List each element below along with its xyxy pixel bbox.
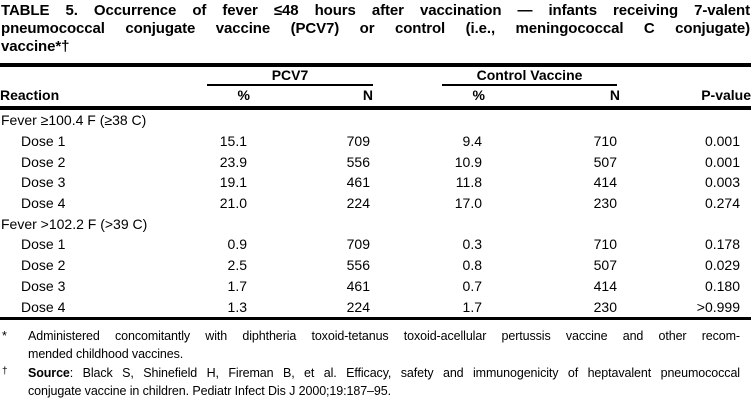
column-header-row: Reaction % N % N P-value xyxy=(0,86,751,110)
pcv7-pct-cell: 21.0 xyxy=(219,195,247,212)
control-percent-column-header: % xyxy=(373,86,485,110)
pcv7-n-cell: 461 xyxy=(346,174,370,191)
source-label: Source xyxy=(28,365,70,380)
pcv7-pct-cell: 23.9 xyxy=(219,153,247,170)
control-n-cell: 507 xyxy=(593,257,617,274)
control-n-cell: 507 xyxy=(593,153,617,170)
footnote-concomitant-vaccines: * Administered concomitantly with diphth… xyxy=(0,327,740,364)
pcv7-n-cell: 556 xyxy=(346,153,370,170)
p-value-cell: 0.003 xyxy=(704,174,740,191)
pcv7-pct-cell: 1.7 xyxy=(227,277,247,294)
footnote-line: mended childhood vaccines. xyxy=(28,347,184,362)
pcv7-pct-cell: 1.3 xyxy=(227,298,247,315)
control-n-cell: 710 xyxy=(593,236,617,253)
p-value-cell: 0.029 xyxy=(704,257,740,274)
control-pct-cell: 0.3 xyxy=(462,236,482,253)
table-row: Dose 2 23.9 556 10.9 507 0.001 xyxy=(0,151,751,172)
reaction-cell: Dose 3 xyxy=(21,174,66,191)
table-row: Dose 1 15.1 709 9.4 710 0.001 xyxy=(0,131,751,152)
p-value-cell: 0.180 xyxy=(704,277,740,294)
control-pct-cell: 11.8 xyxy=(455,174,482,191)
table-row: Dose 4 21.0 224 17.0 230 0.274 xyxy=(0,193,751,214)
reaction-cell: Dose 2 xyxy=(21,257,66,274)
section-row-fever-100: Fever ≥100.4 F (≥38 C) xyxy=(0,108,751,131)
control-n-cell: 414 xyxy=(593,277,617,294)
reaction-cell: Dose 1 xyxy=(21,133,66,150)
p-value-cell: 0.001 xyxy=(704,133,740,150)
footnotes: * Administered concomitantly with diphth… xyxy=(0,327,740,401)
reaction-cell: Dose 4 xyxy=(21,195,66,212)
pcv7-n-cell: 556 xyxy=(346,257,370,274)
table-title: TABLE 5. Occurrence of fever ≤48 hours a… xyxy=(0,0,751,56)
p-value-cell: 0.001 xyxy=(704,153,740,170)
table-row: Dose 3 19.1 461 11.8 414 0.003 xyxy=(0,172,751,193)
pcv7-n-cell: 709 xyxy=(346,236,370,253)
pcv7-pct-cell: 2.5 xyxy=(227,257,247,274)
footnote-line: Source: Black S, Shinefield H, Fireman B… xyxy=(28,364,740,383)
control-n-cell: 230 xyxy=(593,195,617,212)
reaction-cell: Dose 4 xyxy=(21,298,66,315)
pcv7-group-header: PCV7 xyxy=(207,67,373,86)
p-value-cell: >0.999 xyxy=(696,298,740,315)
dagger-marker: † xyxy=(2,365,8,377)
control-pct-cell: 1.7 xyxy=(462,298,482,315)
pcv7-pct-cell: 0.9 xyxy=(227,236,247,253)
pcv7-spanner-cell: PCV7 xyxy=(180,65,373,86)
pcv7-n-cell: 224 xyxy=(346,298,370,315)
reaction-cell: Dose 2 xyxy=(21,153,66,170)
spanner-row: PCV7 Control Vaccine xyxy=(0,65,751,86)
section-label: Fever >102.2 F (>39 C) xyxy=(1,215,148,232)
table-body: Fever ≥100.4 F (≥38 C) Dose 1 15.1 709 9… xyxy=(0,108,751,318)
footnote-line: conjugate vaccine in children. Pediatr I… xyxy=(28,384,391,399)
footnote-source: † Source: Black S, Shinefield H, Fireman… xyxy=(0,364,740,401)
fever-occurrence-table: PCV7 Control Vaccine Reaction % N % N P-… xyxy=(0,63,751,320)
section-label: Fever ≥100.4 F (≥38 C) xyxy=(1,112,147,129)
p-value-cell: 0.178 xyxy=(704,236,740,253)
pcv7-percent-column-header: % xyxy=(180,86,250,110)
source-citation-text: : Black S, Shinefield H, Fireman B, et a… xyxy=(69,365,740,380)
spanner-spacer xyxy=(620,65,751,86)
reaction-column-header: Reaction xyxy=(0,86,180,110)
control-n-cell: 710 xyxy=(593,133,617,150)
pcv7-n-cell: 709 xyxy=(346,133,370,150)
control-pct-cell: 17.0 xyxy=(454,195,482,212)
pcv7-n-column-header: N xyxy=(250,86,373,110)
pcv7-pct-cell: 15.1 xyxy=(219,133,247,150)
control-spanner-cell: Control Vaccine xyxy=(373,65,620,86)
table-header: PCV7 Control Vaccine Reaction % N % N P-… xyxy=(0,65,751,110)
pcv7-n-cell: 461 xyxy=(346,277,370,294)
p-value-cell: 0.274 xyxy=(704,195,740,212)
table-row: Dose 3 1.7 461 0.7 414 0.180 xyxy=(0,276,751,297)
control-pct-cell: 9.4 xyxy=(462,133,482,150)
title-line-2: pneumococcal conjugate vaccine (PCV7) or… xyxy=(1,20,750,37)
control-vaccine-group-header: Control Vaccine xyxy=(442,67,617,86)
reaction-cell: Dose 1 xyxy=(21,236,66,253)
table-row: Dose 1 0.9 709 0.3 710 0.178 xyxy=(0,234,751,255)
pcv7-pct-cell: 19.1 xyxy=(219,174,247,191)
table-row: Dose 2 2.5 556 0.8 507 0.029 xyxy=(0,255,751,276)
title-line-3: vaccine*† xyxy=(1,38,70,55)
p-value-column-header: P-value xyxy=(620,86,751,110)
control-n-cell: 230 xyxy=(593,298,617,315)
section-row-fever-102: Fever >102.2 F (>39 C) xyxy=(0,213,751,234)
control-pct-cell: 0.7 xyxy=(462,277,482,294)
control-pct-cell: 0.8 xyxy=(462,257,482,274)
asterisk-marker: * xyxy=(2,328,7,343)
control-pct-cell: 10.9 xyxy=(454,153,482,170)
control-n-column-header: N xyxy=(485,86,620,110)
footnote-line: Administered concomitantly with diphther… xyxy=(28,328,740,343)
control-n-cell: 414 xyxy=(593,174,617,191)
title-line-1: TABLE 5. Occurrence of fever ≤48 hours a… xyxy=(1,2,750,19)
table-row: Dose 4 1.3 224 1.7 230 >0.999 xyxy=(0,296,751,318)
reaction-cell: Dose 3 xyxy=(21,277,66,294)
spanner-spacer xyxy=(0,65,180,86)
pcv7-n-cell: 224 xyxy=(346,195,370,212)
